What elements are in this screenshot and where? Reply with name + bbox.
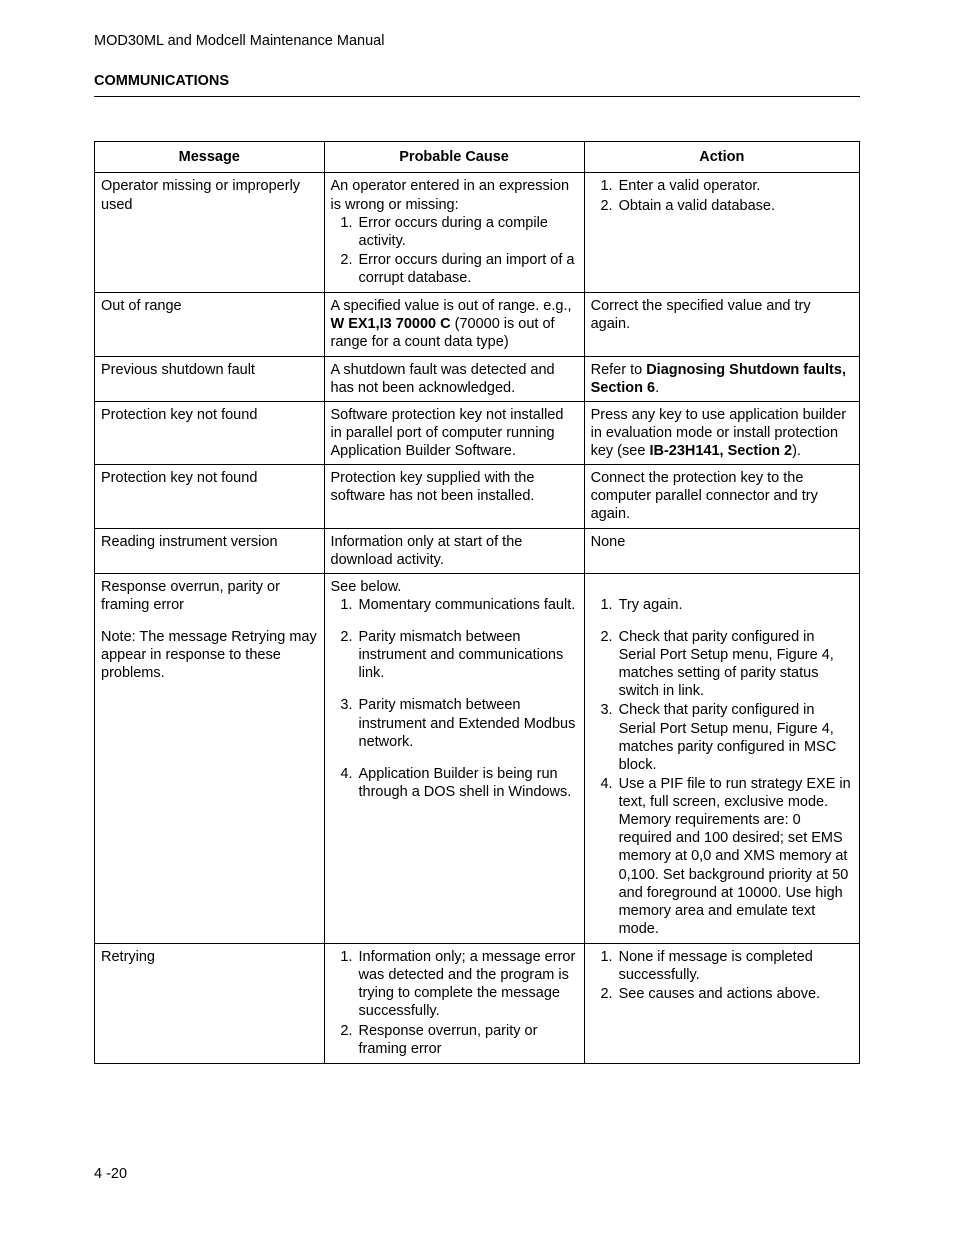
- cell-action: None: [584, 528, 859, 573]
- cell-message: Protection key not found: [95, 401, 325, 464]
- list-item: Parity mismatch between instrument and E…: [357, 696, 578, 750]
- table-row: Response overrun, parity or framing erro…: [95, 573, 860, 943]
- cell-action: Try again. Check that parity configured …: [584, 573, 859, 943]
- action-list: Try again. Check that parity configured …: [591, 596, 853, 938]
- cell-action: Correct the specified value and try agai…: [584, 293, 859, 356]
- list-item: Error occurs during an import of a corru…: [357, 251, 578, 287]
- list-item: Application Builder is being run through…: [357, 765, 578, 801]
- page-number: 4 -20: [94, 1165, 127, 1183]
- cause-list: Information only; a message error was de…: [331, 948, 578, 1058]
- list-item: Response overrun, parity or framing erro…: [357, 1022, 578, 1058]
- cause-pre: See below.: [331, 579, 402, 595]
- spacer: [101, 614, 318, 628]
- spacer: [591, 578, 853, 596]
- cell-message: Operator missing or improperly used: [95, 173, 325, 293]
- troubleshooting-table: Message Probable Cause Action Operator m…: [94, 141, 860, 1064]
- list-item: None if message is completed successfull…: [617, 948, 853, 984]
- page: MOD30ML and Modcell Maintenance Manual C…: [0, 0, 954, 1235]
- table-row: Protection key not found Software protec…: [95, 401, 860, 464]
- list-item: Obtain a valid database.: [617, 197, 853, 215]
- list-item: Use a PIF file to run strategy EXE in te…: [617, 775, 853, 938]
- cell-cause: Information only; a message error was de…: [324, 944, 584, 1064]
- list-item: Information only; a message error was de…: [357, 948, 578, 1021]
- cell-cause: Software protection key not installed in…: [324, 401, 584, 464]
- cell-cause: A shutdown fault was detected and has no…: [324, 356, 584, 401]
- col-message: Message: [95, 142, 325, 173]
- message-note: Note: The message Retrying may appear in…: [101, 628, 318, 682]
- table-row: Out of range A specified value is out of…: [95, 293, 860, 356]
- action-post: .: [655, 380, 659, 396]
- table-row: Retrying Information only; a message err…: [95, 944, 860, 1064]
- list-item: Try again.: [617, 596, 853, 614]
- cell-action: Refer to Diagnosing Shutdown faults, Sec…: [584, 356, 859, 401]
- cell-message: Previous shutdown fault: [95, 356, 325, 401]
- cause-list: Momentary communications fault. Parity m…: [331, 596, 578, 801]
- list-item: Parity mismatch between instrument and c…: [357, 628, 578, 682]
- list-item: Enter a valid operator.: [617, 177, 853, 195]
- table-row: Protection key not found Protection key …: [95, 465, 860, 528]
- cell-message: Out of range: [95, 293, 325, 356]
- cell-cause: Information only at start of the downloa…: [324, 528, 584, 573]
- table-row: Reading instrument version Information o…: [95, 528, 860, 573]
- cause-bold: W EX1,I3 70000 C: [331, 316, 451, 332]
- cell-message: Retrying: [95, 944, 325, 1064]
- action-list: None if message is completed successfull…: [591, 948, 853, 1003]
- col-action: Action: [584, 142, 859, 173]
- list-item: Momentary communications fault.: [357, 596, 578, 614]
- cell-message: Response overrun, parity or framing erro…: [95, 573, 325, 943]
- table-row: Operator missing or improperly used An o…: [95, 173, 860, 293]
- cell-action: Connect the protection key to the comput…: [584, 465, 859, 528]
- action-post: ).: [792, 443, 801, 459]
- cell-message: Protection key not found: [95, 465, 325, 528]
- col-cause: Probable Cause: [324, 142, 584, 173]
- cause-pre: An operator entered in an expression is …: [331, 178, 570, 212]
- cell-message: Reading instrument version: [95, 528, 325, 573]
- cause-pre: A specified value is out of range. e.g.,: [331, 298, 572, 314]
- list-item: Check that parity configured in Serial P…: [617, 628, 853, 701]
- cause-list: Error occurs during a compile activity. …: [331, 214, 578, 288]
- cell-cause: A specified value is out of range. e.g.,…: [324, 293, 584, 356]
- message-main: Response overrun, parity or framing erro…: [101, 578, 318, 614]
- action-list: Enter a valid operator. Obtain a valid d…: [591, 177, 853, 214]
- list-item: Error occurs during a compile activity.: [357, 214, 578, 250]
- cell-cause: Protection key supplied with the softwar…: [324, 465, 584, 528]
- action-bold: IB-23H141, Section 2: [649, 443, 792, 459]
- action-pre: Refer to: [591, 362, 647, 378]
- header-rule: [94, 96, 860, 97]
- cell-action: Enter a valid operator. Obtain a valid d…: [584, 173, 859, 293]
- section-title: COMMUNICATIONS: [94, 72, 860, 90]
- cell-cause: An operator entered in an expression is …: [324, 173, 584, 293]
- cell-action: None if message is completed successfull…: [584, 944, 859, 1064]
- running-title: MOD30ML and Modcell Maintenance Manual: [94, 32, 860, 50]
- list-item: Check that parity configured in Serial P…: [617, 701, 853, 774]
- cell-action: Press any key to use application builder…: [584, 401, 859, 464]
- list-item: See causes and actions above.: [617, 985, 853, 1003]
- table-row: Previous shutdown fault A shutdown fault…: [95, 356, 860, 401]
- cell-cause: See below. Momentary communications faul…: [324, 573, 584, 943]
- table-header-row: Message Probable Cause Action: [95, 142, 860, 173]
